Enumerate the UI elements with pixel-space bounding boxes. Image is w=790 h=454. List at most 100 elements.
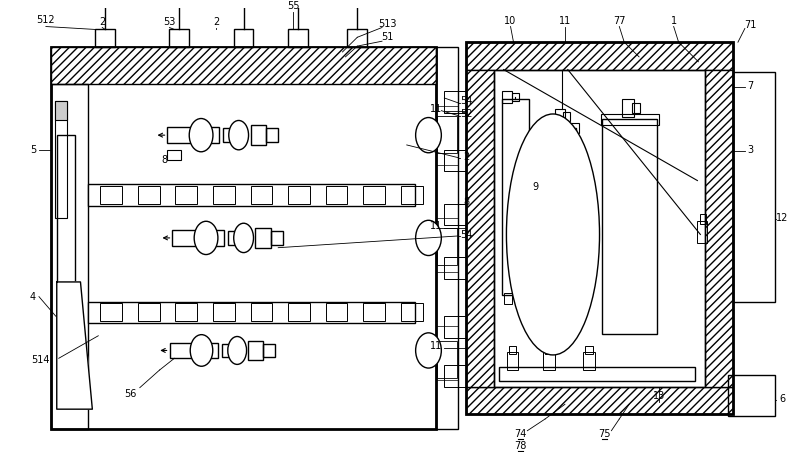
Bar (506, 352, 518, 370)
Bar (213, 186, 235, 204)
Bar (325, 303, 348, 321)
Bar (438, 116, 457, 153)
Bar (563, 112, 570, 122)
Bar (170, 30, 190, 47)
Bar (88, 184, 415, 206)
Bar (288, 30, 308, 47)
Ellipse shape (190, 118, 213, 152)
Text: 2: 2 (463, 152, 469, 162)
Bar (623, 99, 634, 117)
Bar (444, 91, 466, 113)
Text: 54: 54 (460, 230, 472, 240)
Bar (175, 303, 198, 321)
Bar (705, 69, 733, 387)
Bar (137, 186, 160, 204)
Bar (250, 186, 273, 204)
Bar (600, 114, 659, 125)
Bar (632, 103, 640, 113)
Text: 74: 74 (514, 429, 527, 439)
Bar (545, 123, 579, 133)
Bar (498, 367, 695, 381)
Bar (175, 186, 198, 204)
Bar (401, 303, 423, 321)
Bar (100, 186, 122, 204)
Bar (55, 101, 66, 120)
Text: 52: 52 (460, 109, 472, 118)
Text: 53: 53 (164, 17, 175, 27)
Text: 78: 78 (514, 441, 527, 451)
Ellipse shape (416, 118, 442, 153)
Text: 6: 6 (780, 395, 785, 405)
Bar (170, 343, 218, 358)
Ellipse shape (228, 336, 246, 365)
Text: 77: 77 (613, 15, 626, 26)
Text: 56: 56 (124, 390, 136, 400)
Bar (438, 340, 457, 378)
Bar (509, 345, 517, 355)
Bar (363, 186, 385, 204)
Bar (444, 204, 466, 225)
Text: 513: 513 (378, 19, 397, 29)
Ellipse shape (190, 335, 213, 366)
Text: 11: 11 (431, 340, 442, 350)
Bar (266, 128, 278, 142)
Bar (436, 47, 458, 429)
Bar (250, 303, 273, 321)
Bar (255, 228, 271, 248)
Text: 11: 11 (431, 221, 442, 231)
Bar (248, 341, 264, 360)
Bar (545, 345, 553, 355)
Bar (438, 228, 457, 265)
Polygon shape (57, 282, 92, 409)
Text: 2: 2 (213, 17, 219, 27)
Bar (51, 84, 88, 429)
Bar (271, 231, 283, 245)
Bar (466, 69, 494, 387)
Bar (444, 150, 466, 171)
Bar (444, 257, 466, 279)
Text: 512: 512 (36, 15, 55, 25)
Bar (502, 99, 529, 295)
Bar (51, 47, 436, 429)
Bar (228, 231, 242, 245)
Text: 54: 54 (460, 96, 472, 106)
Ellipse shape (229, 120, 249, 150)
Bar (88, 301, 415, 323)
Bar (444, 316, 466, 338)
Bar (466, 42, 733, 69)
Bar (701, 214, 706, 224)
Bar (503, 293, 512, 305)
Text: 12: 12 (777, 213, 788, 223)
Bar (728, 375, 774, 416)
Bar (698, 221, 707, 243)
Ellipse shape (506, 114, 600, 355)
Text: 7: 7 (747, 81, 754, 91)
Text: 1: 1 (671, 15, 677, 26)
Bar (234, 30, 254, 47)
Text: 75: 75 (598, 429, 611, 439)
Bar (502, 91, 512, 103)
Ellipse shape (416, 220, 442, 256)
Bar (325, 186, 348, 204)
Bar (603, 118, 656, 334)
Ellipse shape (416, 333, 442, 368)
Bar (172, 230, 224, 246)
Bar (167, 150, 182, 160)
Ellipse shape (194, 221, 218, 255)
Text: 4: 4 (30, 291, 36, 301)
Bar (264, 344, 275, 357)
Bar (348, 30, 367, 47)
Text: 13: 13 (653, 391, 665, 401)
Ellipse shape (234, 223, 254, 252)
Text: 10: 10 (505, 15, 517, 26)
Bar (222, 344, 235, 357)
Text: 8: 8 (463, 197, 469, 207)
Bar (96, 30, 115, 47)
Bar (444, 365, 466, 387)
Text: 2: 2 (99, 17, 105, 27)
Bar (733, 72, 774, 302)
Bar (223, 128, 237, 142)
Bar (401, 186, 423, 204)
Bar (57, 135, 74, 282)
Bar (548, 128, 576, 334)
